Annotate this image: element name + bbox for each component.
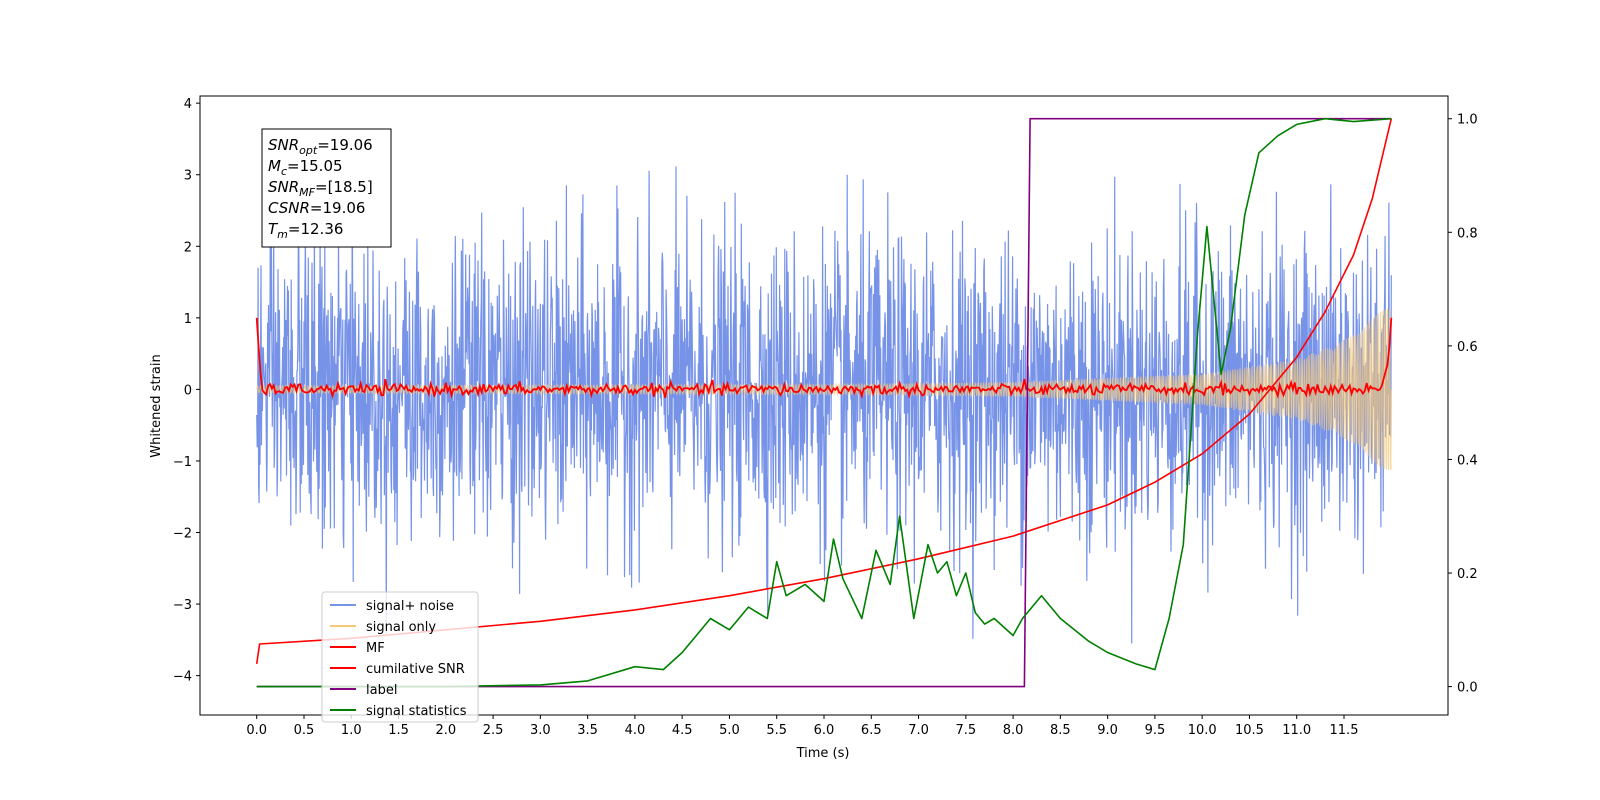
- x-tick-label: 9.0: [1097, 723, 1118, 738]
- legend-label: label: [366, 683, 397, 698]
- y-left-tick-label: −1: [173, 455, 192, 470]
- series-mf: [255, 317, 1393, 400]
- legend-label: signal only: [366, 620, 436, 635]
- x-tick-label: 11.0: [1282, 723, 1311, 738]
- y-left-tick-label: −4: [173, 670, 192, 685]
- y-axis-label: Whitened strain: [149, 354, 164, 457]
- info-box-line: SNRopt=19.06: [268, 136, 373, 157]
- x-tick-label: 10.5: [1235, 723, 1264, 738]
- x-tick-label: 6.0: [814, 723, 835, 738]
- y-right-tick-label: 0.4: [1457, 453, 1478, 468]
- y-axis-right-ticks: 1.0 0.8 0.6 0.4 0.2 0.0: [1448, 113, 1478, 696]
- x-tick-label: 11.5: [1330, 723, 1359, 738]
- y-left-tick-label: −3: [173, 598, 192, 613]
- legend-items: signal+ noise signal only MF cumilative SNR…: [330, 599, 467, 719]
- x-tick-label: 2.5: [483, 723, 504, 738]
- y-left-tick-label: 0: [184, 383, 192, 398]
- info-box: SNRopt=19.06Mc=15.05SNRMF=[18.5]CSNR=19.…: [261, 128, 392, 248]
- legend-label: cumilative SNR: [366, 662, 465, 677]
- legend-label: signal+ noise: [366, 599, 454, 614]
- y-right-tick-label: 0.8: [1457, 226, 1478, 241]
- y-left-tick-label: 2: [184, 240, 192, 255]
- y-axis-left-ticks: 4 3 2 1 0 −1 −2 −3 −4: [173, 97, 200, 685]
- info-box-line: Tm=12.36: [268, 220, 343, 241]
- x-tick-label: 9.5: [1145, 723, 1166, 738]
- x-tick-label: 7.0: [908, 723, 929, 738]
- x-axis-label: Time (s): [796, 746, 850, 761]
- legend: signal+ noise signal only MF cumilative SNR…: [321, 591, 479, 723]
- y-left-tick-label: 1: [184, 312, 192, 327]
- legend-label: MF: [366, 641, 385, 656]
- y-right-tick-label: 1.0: [1457, 113, 1478, 128]
- x-tick-label: 0.0: [246, 723, 267, 738]
- y-left-tick-label: −2: [173, 527, 192, 542]
- y-left-tick-label: 3: [184, 169, 192, 184]
- x-tick-label: 1.0: [341, 723, 362, 738]
- info-box-line: SNRMF=[18.5]: [268, 178, 373, 199]
- info-box-lines: SNRopt=19.06Mc=15.05SNRMF=[18.5]CSNR=19.…: [268, 136, 373, 241]
- x-tick-label: 2.0: [435, 723, 456, 738]
- info-box-line: CSNR=19.06: [268, 199, 365, 217]
- info-box-line: Mc=15.05: [268, 157, 343, 178]
- x-tick-label: 5.0: [719, 723, 740, 738]
- x-tick-label: 3.5: [577, 723, 598, 738]
- x-tick-label: 1.5: [388, 723, 409, 738]
- y-left-tick-label: 4: [184, 97, 192, 112]
- x-tick-label: 10.0: [1188, 723, 1217, 738]
- legend-label: signal statistics: [366, 704, 467, 719]
- legend-frame: [321, 591, 479, 723]
- x-tick-label: 4.0: [625, 723, 646, 738]
- series-label: [256, 117, 1392, 688]
- x-tick-label: 4.5: [672, 723, 693, 738]
- series-signal-noise: [256, 165, 1392, 644]
- x-tick-label: 8.5: [1050, 723, 1071, 738]
- x-tick-label: 5.5: [766, 723, 787, 738]
- x-tick-label: 6.5: [861, 723, 882, 738]
- info-box-frame: [261, 128, 392, 248]
- x-tick-label: 3.0: [530, 723, 551, 738]
- x-tick-label: 7.5: [955, 723, 976, 738]
- x-axis-ticks: 0.0 0.5 1.0 1.5 2.0 2.5 3.0 3.5 4.0 4.5 5.0 5.5 6.0 6…: [246, 715, 1358, 738]
- y-right-tick-label: 0.0: [1457, 681, 1478, 696]
- y-right-tick-label: 0.2: [1457, 567, 1478, 582]
- x-tick-label: 8.0: [1003, 723, 1024, 738]
- y-right-tick-label: 0.6: [1457, 340, 1478, 355]
- x-tick-label: 0.5: [294, 723, 315, 738]
- series-signal-statistics: [256, 117, 1392, 688]
